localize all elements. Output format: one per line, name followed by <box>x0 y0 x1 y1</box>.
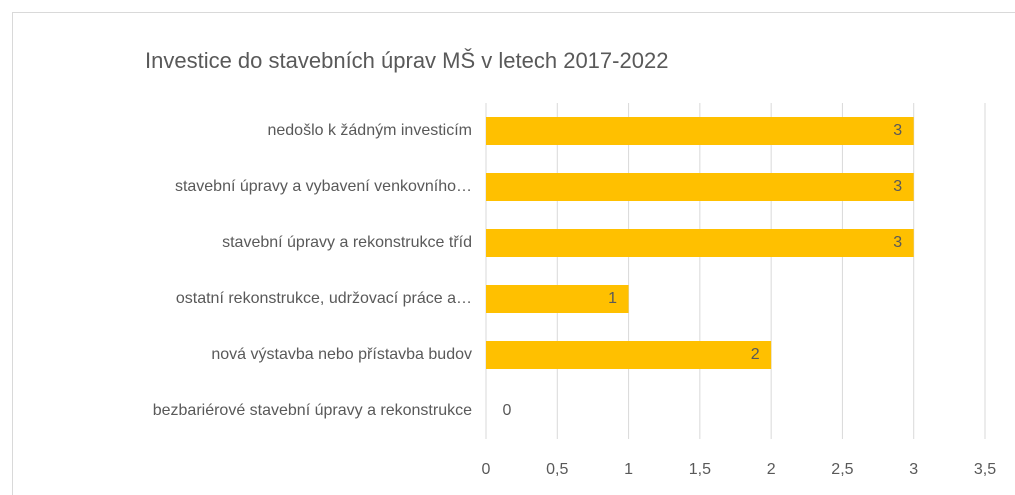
x-tick-label: 0,5 <box>546 461 568 478</box>
y-tick-label: nedošlo k žádným investicím <box>267 122 472 139</box>
value-label: 3 <box>893 178 902 195</box>
y-tick-label: stavební úpravy a rekonstrukce tříd <box>222 234 472 251</box>
value-label: 2 <box>751 346 760 363</box>
bar <box>486 173 914 201</box>
x-tick-label: 1 <box>624 461 633 478</box>
bar <box>486 285 629 313</box>
x-tick-label: 2 <box>767 461 776 478</box>
value-label: 0 <box>503 402 512 419</box>
y-tick-label: ostatní rekonstrukce, udržovací práce a… <box>176 290 472 307</box>
value-label: 1 <box>608 290 617 307</box>
bar <box>486 229 914 257</box>
chart-title: Investice do stavebních úprav MŠ v letec… <box>145 48 668 73</box>
y-tick-label: stavební úpravy a vybavení venkovního… <box>175 178 472 195</box>
x-tick-label: 0 <box>482 461 491 478</box>
x-tick-label: 3,5 <box>974 461 996 478</box>
bar <box>486 117 914 145</box>
value-label: 3 <box>893 234 902 251</box>
x-tick-label: 2,5 <box>831 461 853 478</box>
value-label: 3 <box>893 122 902 139</box>
y-tick-label: bezbariérové stavební úpravy a rekonstru… <box>153 402 472 419</box>
x-tick-label: 1,5 <box>689 461 711 478</box>
x-tick-label: 3 <box>909 461 918 478</box>
y-tick-label: nová výstavba nebo přístavba budov <box>211 346 472 363</box>
bar <box>486 341 772 369</box>
